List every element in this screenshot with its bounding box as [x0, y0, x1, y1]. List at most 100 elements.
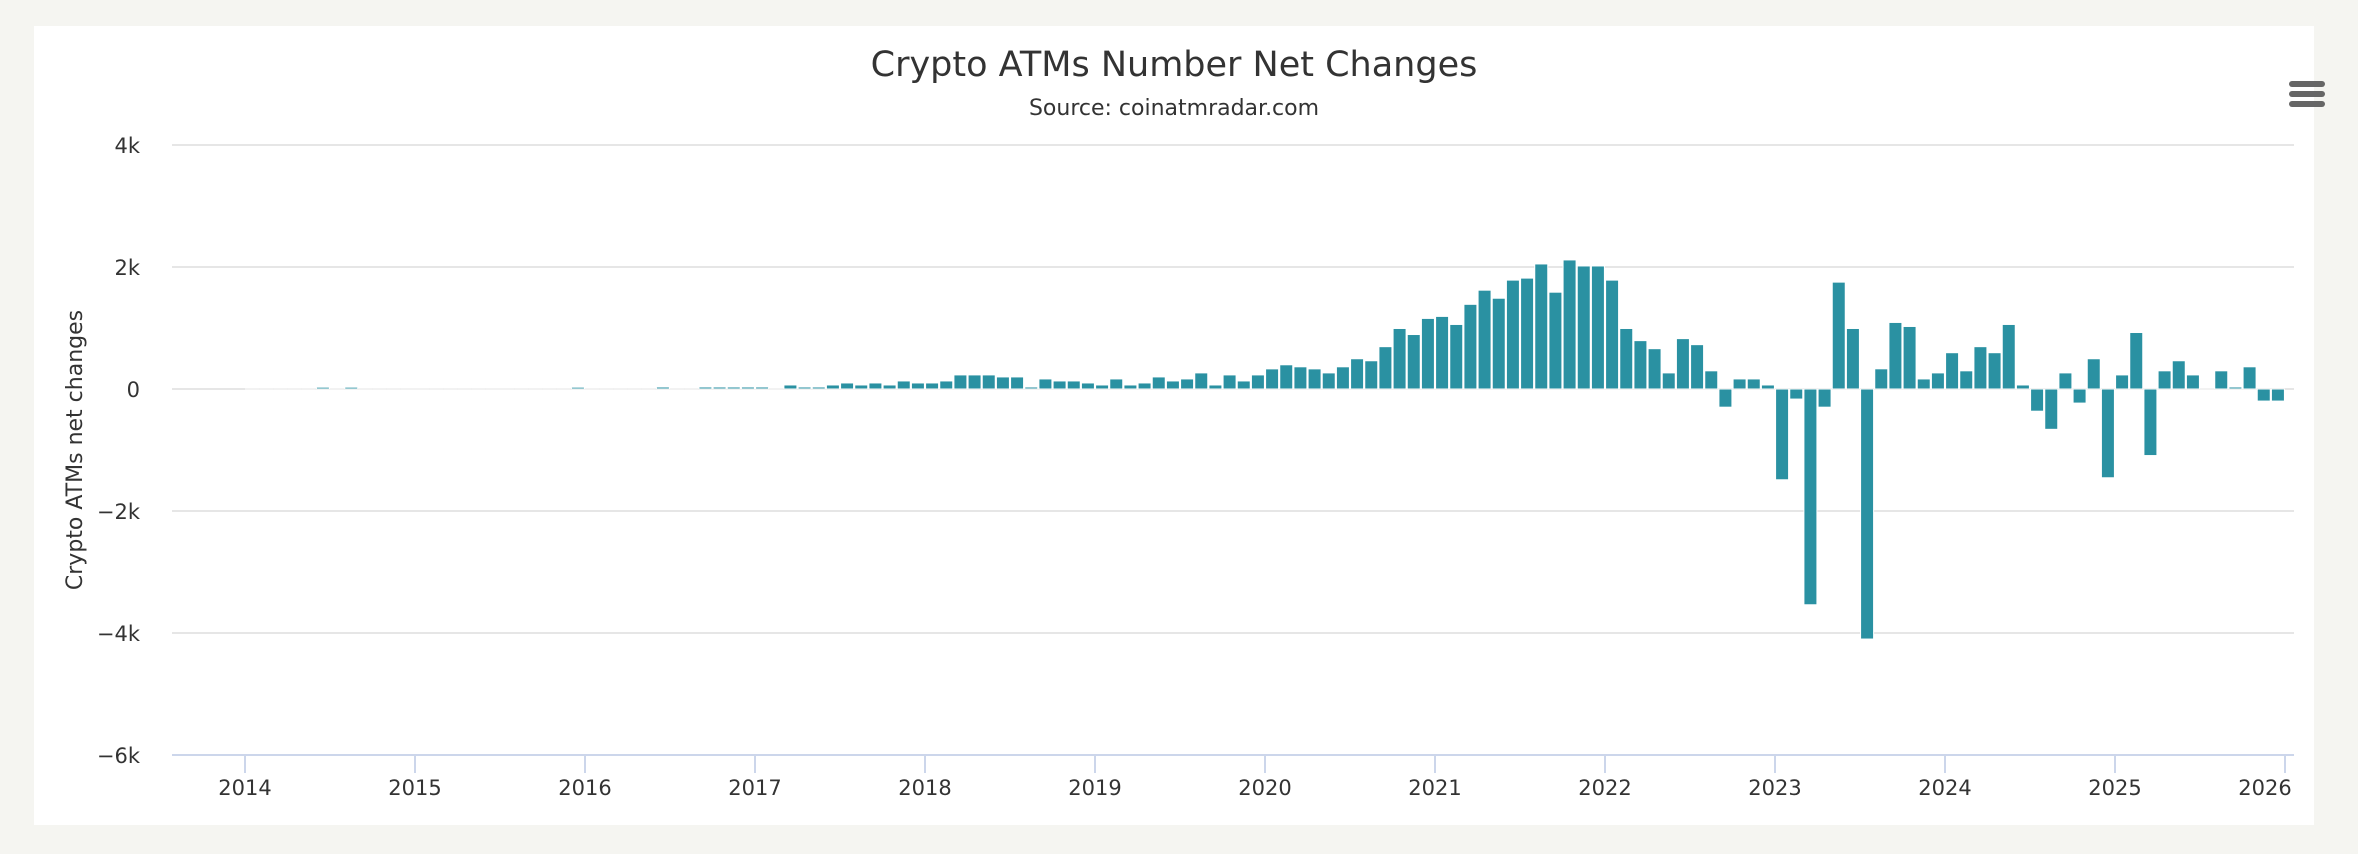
bar[interactable]: [1052, 380, 1067, 390]
bar[interactable]: [1279, 364, 1294, 390]
bar[interactable]: [1350, 358, 1365, 390]
bar[interactable]: [570, 386, 585, 390]
bar[interactable]: [1590, 265, 1605, 390]
bar[interactable]: [2015, 384, 2030, 390]
bar[interactable]: [896, 380, 911, 390]
bar[interactable]: [1080, 382, 1095, 390]
bar[interactable]: [1619, 327, 1634, 390]
bar[interactable]: [2044, 388, 2059, 430]
bar[interactable]: [1165, 380, 1180, 390]
bar[interactable]: [1505, 279, 1520, 390]
bar[interactable]: [1321, 372, 1336, 390]
bar[interactable]: [1605, 279, 1620, 390]
bar[interactable]: [910, 382, 925, 390]
bar[interactable]: [953, 374, 968, 390]
bar[interactable]: [1930, 372, 1945, 390]
bar[interactable]: [1775, 388, 1790, 481]
bar[interactable]: [2185, 374, 2200, 390]
bar[interactable]: [1265, 368, 1280, 390]
bar[interactable]: [882, 384, 897, 390]
bar[interactable]: [2086, 358, 2101, 390]
bar[interactable]: [755, 386, 770, 390]
bar[interactable]: [1491, 297, 1506, 390]
bar[interactable]: [2242, 366, 2257, 390]
bar[interactable]: [1831, 281, 1846, 390]
bar[interactable]: [1335, 366, 1350, 390]
bar[interactable]: [967, 374, 982, 390]
bar[interactable]: [1392, 327, 1407, 390]
bar[interactable]: [1760, 384, 1775, 390]
bar[interactable]: [1860, 388, 1875, 640]
bar[interactable]: [1534, 263, 1549, 390]
bar[interactable]: [2143, 388, 2158, 457]
bar[interactable]: [1222, 374, 1237, 390]
bar[interactable]: [1661, 372, 1676, 390]
bar[interactable]: [1463, 303, 1478, 390]
bar[interactable]: [981, 374, 996, 390]
bar[interactable]: [2129, 332, 2144, 390]
bar[interactable]: [1746, 378, 1761, 390]
bar[interactable]: [1236, 380, 1251, 390]
bar[interactable]: [1449, 323, 1464, 390]
bar[interactable]: [1151, 376, 1166, 390]
bar[interactable]: [2157, 370, 2172, 390]
bar[interactable]: [925, 382, 940, 390]
bar[interactable]: [854, 384, 869, 390]
bar[interactable]: [2228, 386, 2243, 390]
bar[interactable]: [1137, 382, 1152, 390]
bar[interactable]: [726, 386, 741, 390]
bar[interactable]: [1845, 327, 1860, 390]
bar[interactable]: [1250, 374, 1265, 390]
bar[interactable]: [1293, 366, 1308, 390]
bar[interactable]: [2115, 374, 2130, 390]
bar[interactable]: [1406, 334, 1421, 390]
bar[interactable]: [740, 386, 755, 390]
bar[interactable]: [2072, 388, 2087, 404]
bar[interactable]: [1038, 378, 1053, 390]
chart-menu-button[interactable]: [2289, 81, 2325, 111]
bar[interactable]: [1888, 321, 1903, 390]
bar[interactable]: [2214, 370, 2229, 390]
bar[interactable]: [797, 386, 812, 390]
bar[interactable]: [1435, 315, 1450, 390]
bar[interactable]: [2270, 388, 2285, 402]
bar[interactable]: [1817, 388, 1832, 408]
bar[interactable]: [1973, 346, 1988, 390]
bar[interactable]: [1789, 388, 1804, 400]
bar[interactable]: [1803, 388, 1818, 606]
bar[interactable]: [315, 386, 330, 390]
bar[interactable]: [1307, 368, 1322, 390]
bar[interactable]: [1562, 259, 1577, 390]
bar[interactable]: [2256, 388, 2271, 402]
bar[interactable]: [1010, 376, 1025, 390]
bar[interactable]: [2100, 388, 2115, 479]
bar[interactable]: [344, 386, 359, 390]
bar[interactable]: [1548, 291, 1563, 390]
bar[interactable]: [1066, 380, 1081, 390]
bar[interactable]: [840, 382, 855, 390]
bar[interactable]: [1194, 372, 1209, 390]
bar[interactable]: [825, 384, 840, 390]
bar[interactable]: [655, 386, 670, 390]
bar[interactable]: [1647, 348, 1662, 390]
bar[interactable]: [712, 386, 727, 390]
bar[interactable]: [1477, 289, 1492, 390]
bar[interactable]: [1675, 338, 1690, 390]
bar[interactable]: [698, 386, 713, 390]
bar[interactable]: [1987, 352, 2002, 390]
bar[interactable]: [1902, 325, 1917, 390]
bar[interactable]: [1704, 370, 1719, 390]
bar[interactable]: [1208, 384, 1223, 390]
bar[interactable]: [2058, 372, 2073, 390]
bar[interactable]: [1024, 386, 1039, 390]
bar[interactable]: [1718, 388, 1733, 408]
bar[interactable]: [2030, 388, 2045, 412]
bar[interactable]: [1633, 340, 1648, 390]
bar[interactable]: [995, 376, 1010, 390]
bar[interactable]: [1123, 384, 1138, 390]
bar[interactable]: [1576, 265, 1591, 390]
bar[interactable]: [1874, 368, 1889, 390]
bar[interactable]: [811, 386, 826, 390]
bar[interactable]: [1378, 346, 1393, 390]
bar[interactable]: [1916, 378, 1931, 390]
